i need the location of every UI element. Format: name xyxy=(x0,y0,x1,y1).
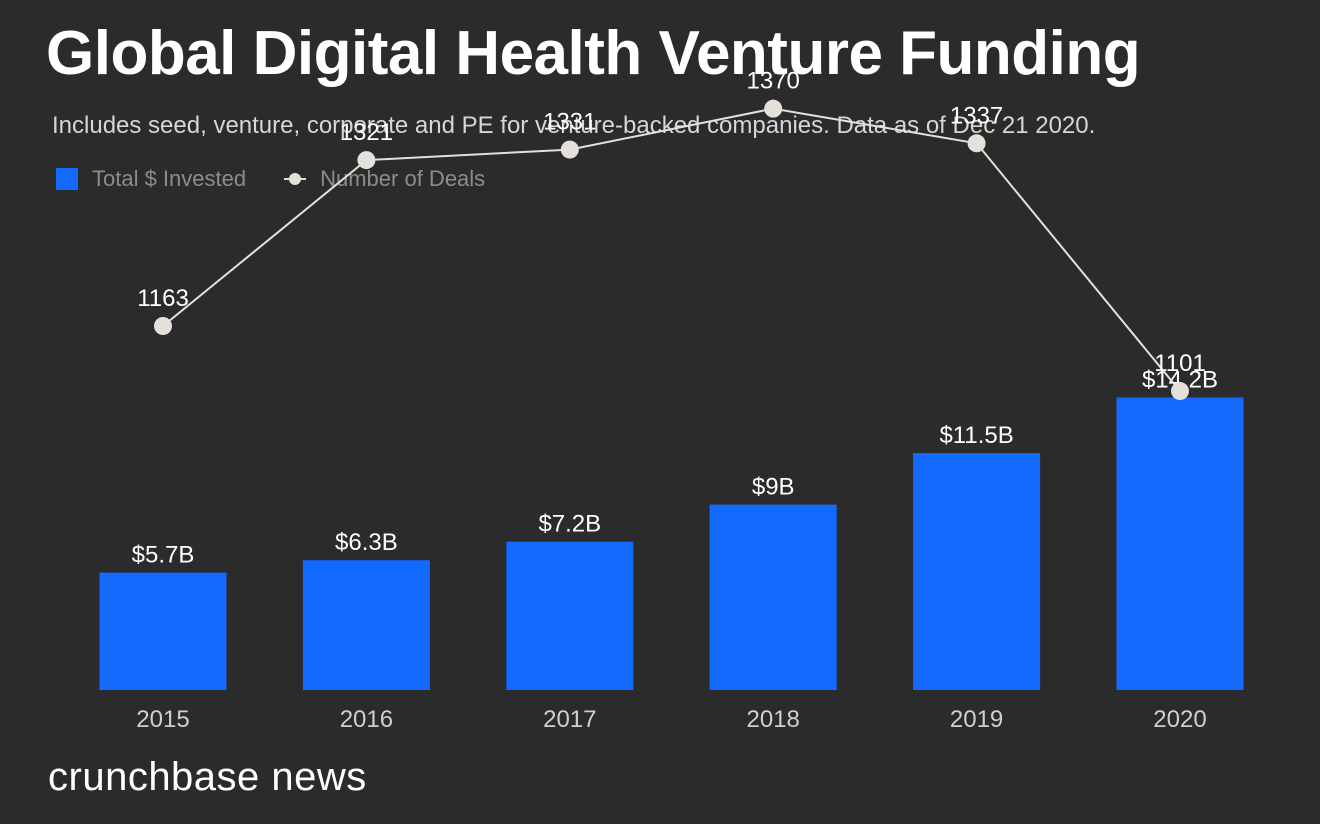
x-tick-label-2015: 2015 xyxy=(136,706,189,733)
deals-label-2018: 1370 xyxy=(747,68,800,95)
bar-label-2017: $7.2B xyxy=(538,511,601,538)
deals-point-2016 xyxy=(357,151,376,170)
bar-2018 xyxy=(709,504,837,690)
bar-label-2018: $9B xyxy=(752,474,795,501)
brand-logo: crunchbase news xyxy=(48,755,367,799)
bar-2019 xyxy=(913,453,1041,690)
chart-legend: Total $ Invested Number of Deals xyxy=(56,166,523,192)
deals-point-2020 xyxy=(1171,382,1189,401)
x-tick-label-2018: 2018 xyxy=(747,706,800,733)
legend-bar-swatch-icon xyxy=(56,168,78,190)
deals-label-2016: 1321 xyxy=(340,119,393,146)
x-tick-label-2019: 2019 xyxy=(950,706,1003,733)
bar-2017 xyxy=(506,541,634,690)
deals-label-2017: 1331 xyxy=(543,109,596,136)
deals-label-2019: 1337 xyxy=(950,102,1003,129)
deals-point-2019 xyxy=(967,134,986,153)
chart-title: Global Digital Health Venture Funding xyxy=(46,19,1141,88)
legend-label-deals: Number of Deals xyxy=(320,166,486,191)
deals-label-2020: 1101 xyxy=(1154,350,1206,377)
bar-label-2016: $6.3B xyxy=(335,529,398,556)
x-tick-label-2017: 2017 xyxy=(543,706,596,733)
bar-2016 xyxy=(302,560,430,690)
legend-item-invested: Total $ Invested xyxy=(56,166,246,192)
bar-2020 xyxy=(1116,397,1244,690)
legend-item-deals: Number of Deals xyxy=(284,166,485,192)
legend-label-invested: Total $ Invested xyxy=(92,166,247,191)
bar-2015 xyxy=(99,572,227,690)
deals-point-2017 xyxy=(560,140,579,159)
bar-label-2019: $11.5B xyxy=(939,422,1013,449)
bar-label-2015: $5.7B xyxy=(132,542,195,569)
deals-line xyxy=(162,107,1181,392)
deals-point-2015 xyxy=(154,317,172,335)
deals-point-2018 xyxy=(764,99,783,118)
x-tick-label-2020: 2020 xyxy=(1153,706,1206,733)
x-tick-label-2016: 2016 xyxy=(340,706,393,733)
legend-line-marker-icon xyxy=(284,168,307,190)
deals-label-2015: 1163 xyxy=(137,285,189,312)
